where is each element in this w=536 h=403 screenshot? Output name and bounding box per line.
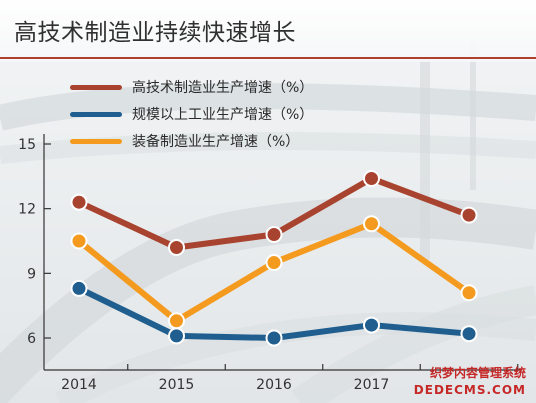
y-tick-label: 6 xyxy=(27,331,36,347)
series-1-point xyxy=(460,325,478,343)
legend-swatch-equipment xyxy=(70,139,122,144)
title-band xyxy=(0,0,536,62)
legend-swatch-high-tech xyxy=(70,85,122,90)
x-tick-label: 2016 xyxy=(256,377,292,393)
chart-plot-area xyxy=(70,169,478,347)
series-0-point xyxy=(265,226,283,244)
legend-label-high-tech: 高技术制造业生产增速（%） xyxy=(132,80,314,96)
x-tick-label: 2015 xyxy=(159,377,195,393)
series-1-point xyxy=(363,316,380,334)
y-tick-label: 9 xyxy=(27,266,36,282)
series-1-point xyxy=(168,327,185,345)
x-tick-label: 2014 xyxy=(61,377,97,393)
series-2-point xyxy=(460,284,478,302)
series-2-point xyxy=(168,312,185,330)
series-2-point xyxy=(70,232,88,250)
series-0-point xyxy=(363,169,380,187)
y-tick-label: 12 xyxy=(18,202,36,218)
series-0-point xyxy=(460,206,478,224)
page-title: 高技术制造业持续快速增长 xyxy=(14,20,296,46)
series-1-point xyxy=(70,279,88,297)
legend-swatch-industry xyxy=(70,112,122,117)
series-0-point xyxy=(168,238,185,256)
y-tick-label: 15 xyxy=(18,137,36,153)
series-2-point xyxy=(363,215,380,233)
watermark-en: DEDECMS.COM xyxy=(413,383,526,397)
series-2-point xyxy=(265,254,283,272)
x-tick-label: 2017 xyxy=(354,377,390,393)
watermark-cn: 织梦内容管理系统 xyxy=(429,366,526,380)
series-0-point xyxy=(70,193,88,211)
legend-label-industry: 规模以上工业生产增速（%） xyxy=(132,107,314,123)
title-divider xyxy=(0,57,536,59)
chart-axes: 6 9 12 15 2014 2015 2016 2017 xyxy=(18,134,522,393)
legend-label-equipment: 装备制造业生产增速（%） xyxy=(132,134,300,150)
series-1-point xyxy=(265,329,283,347)
